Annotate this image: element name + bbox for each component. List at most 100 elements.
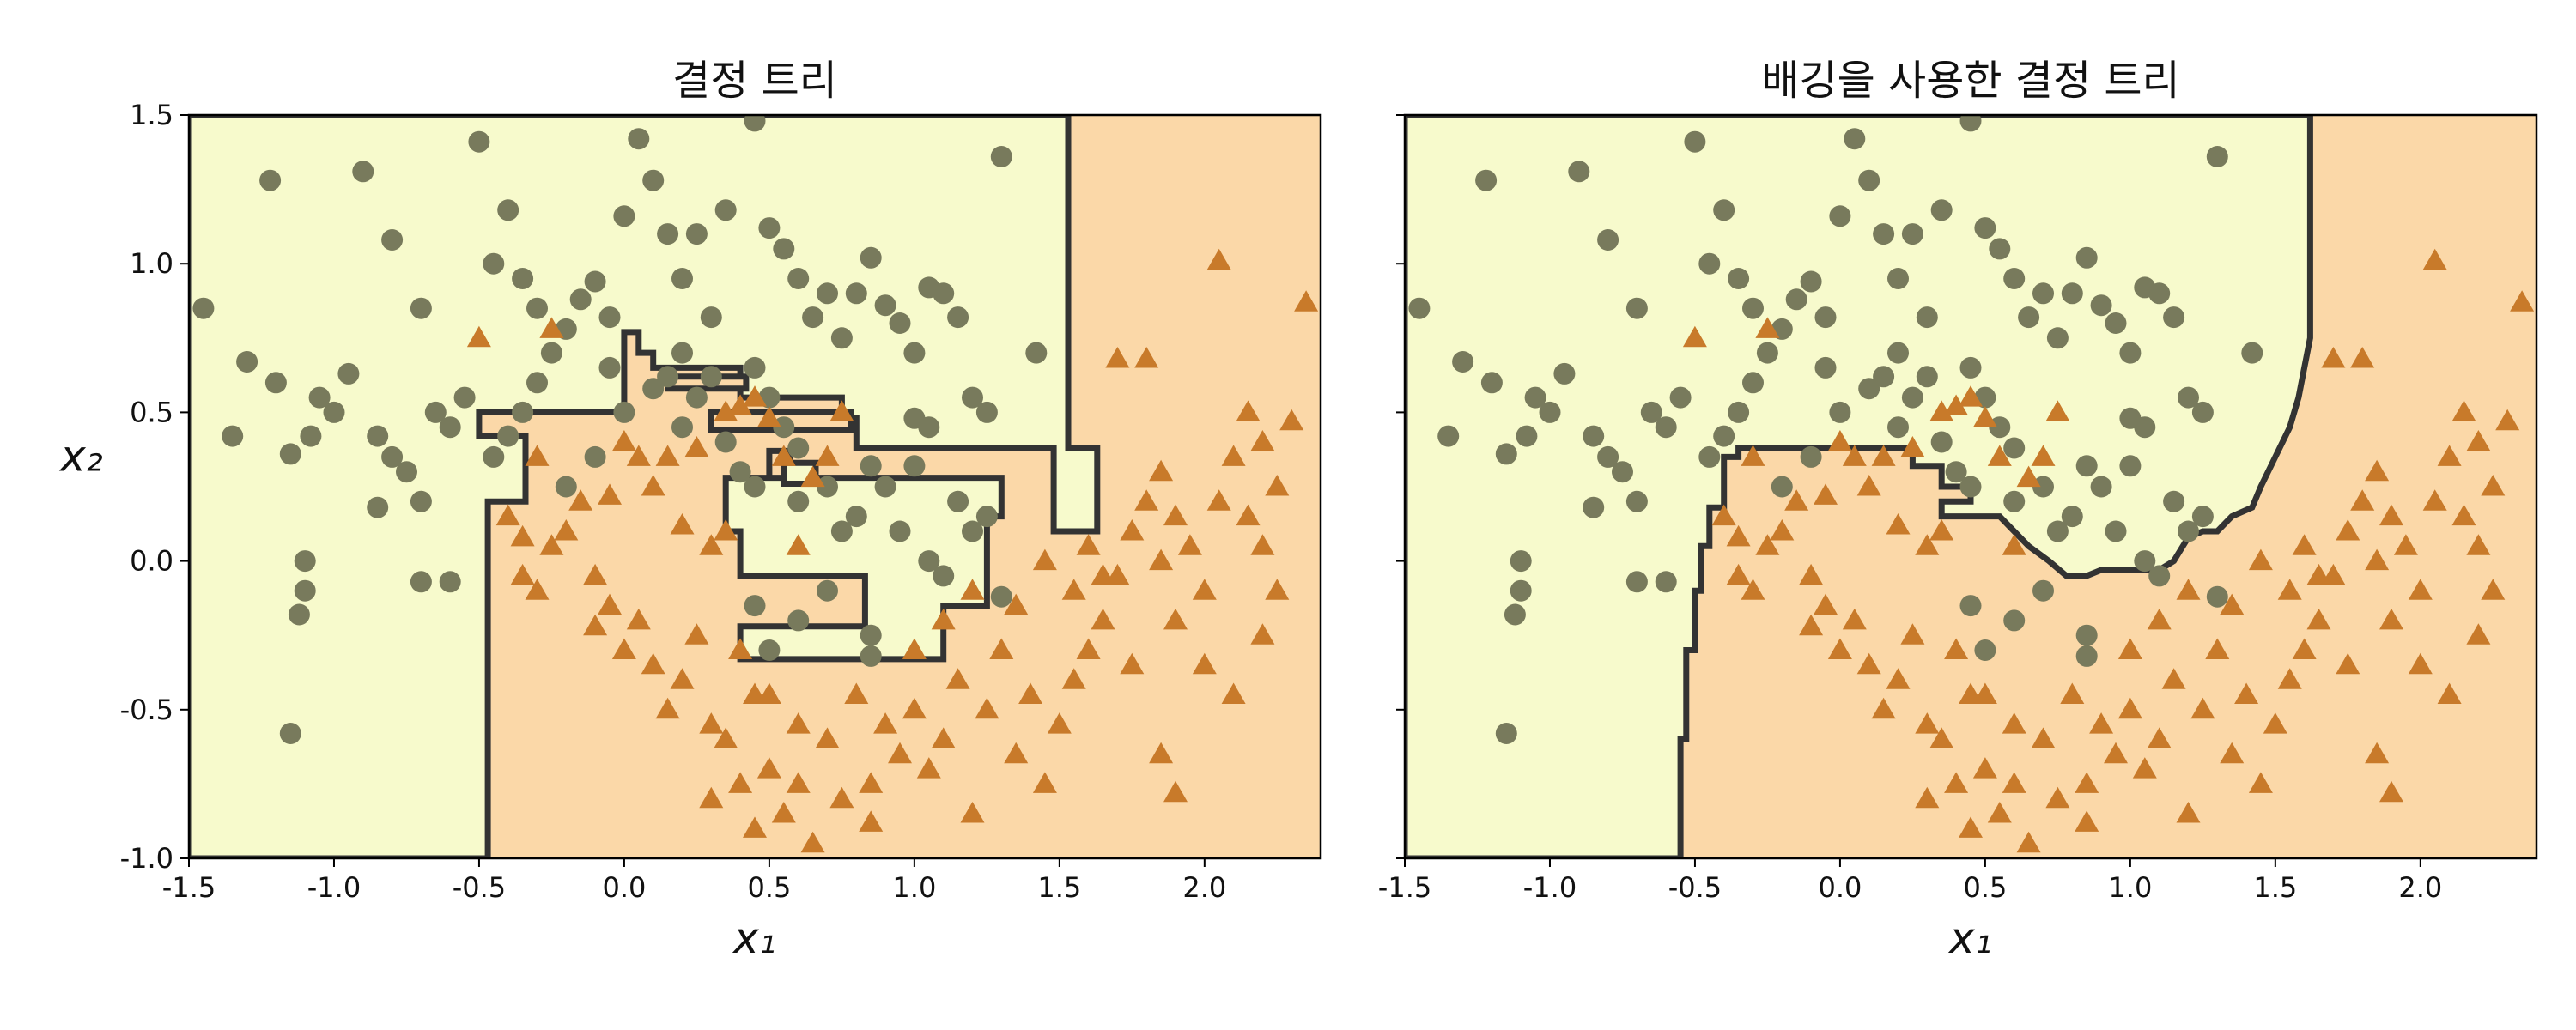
data-point-triangle [1827,430,1852,451]
x-tick-label: -0.5 [453,871,506,904]
data-point-triangle [655,445,680,466]
x-tick-label: 2.0 [2398,871,2442,904]
data-point-circle [933,282,955,305]
data-point-triangle [756,757,781,779]
data-point-triangle [1944,772,1969,793]
data-point-circle [1516,425,1538,447]
data-point-circle [817,579,838,602]
data-point-triangle [2437,445,2462,466]
data-point-triangle [2437,682,2462,704]
data-point-triangle [975,697,999,719]
data-point-triangle [641,652,665,675]
data-point-circle [2003,490,2026,512]
data-point-circle [1829,401,1851,423]
data-point-triangle [2075,772,2099,793]
data-point-triangle [859,810,884,832]
data-point-circle [308,386,331,409]
data-point-circle [947,306,969,329]
data-point-circle [1887,416,1909,439]
data-point-triangle [525,445,550,466]
data-point-circle [918,416,940,439]
data-point-triangle [2132,757,2157,779]
data-point-triangle [844,682,869,704]
data-point-circle [990,146,1012,167]
data-point-circle [1930,431,1953,453]
data-point-triangle [525,579,550,600]
data-point-circle [1684,130,1706,153]
data-point-triangle [611,430,636,451]
data-point-triangle [960,579,985,600]
data-point-triangle [743,816,767,838]
data-point-circle [830,327,853,349]
data-point-circle [1698,252,1721,275]
data-point-circle [1597,445,1619,468]
data-point-circle [860,624,882,646]
data-point-triangle [2190,697,2215,719]
data-point-triangle [1929,400,1954,421]
data-point-triangle [539,534,564,555]
data-point-circle [569,288,592,311]
data-point-triangle [2031,727,2056,748]
plot-area [1405,115,2537,858]
data-point-circle [512,401,534,423]
data-point-circle [2206,585,2228,608]
data-point-circle [671,416,693,439]
data-point-triangle [1221,682,1246,704]
data-point-triangle [2075,810,2099,832]
data-point-triangle [989,638,1014,659]
data-point-circle [1583,425,1605,447]
x-tick-label: 0.5 [747,871,791,904]
data-point-circle [264,372,287,394]
data-point-circle [1959,595,1982,617]
data-point-triangle [510,524,535,547]
data-point-triangle [756,406,781,427]
data-point-triangle [2481,579,2506,600]
data-point-triangle [1929,727,1954,748]
data-point-circle [1495,723,1517,744]
data-point-circle [990,585,1012,608]
data-point-triangle [800,831,825,853]
data-point-circle [700,366,722,388]
data-point-circle [1974,217,1996,239]
data-point-circle [598,306,621,329]
data-point-triangle [1814,483,1838,505]
data-point-triangle [1814,593,1838,615]
data-point-triangle [2350,347,2375,368]
data-point-circle [962,520,983,542]
data-point-triangle [1972,406,1997,427]
data-point-circle [1858,169,1880,191]
data-point-triangle [2451,504,2476,526]
data-point-triangle [2495,409,2520,431]
data-point-triangle [1900,436,1925,457]
data-point-triangle [931,608,956,630]
data-point-circle [962,386,983,409]
data-point-triangle [466,325,491,348]
data-point-triangle [2466,534,2491,555]
data-point-circle [1800,270,1822,293]
data-point-triangle [611,638,636,659]
data-point-triangle [1032,548,1057,571]
data-point-triangle [1799,563,1824,585]
data-point-triangle [2147,608,2172,630]
data-point-circle [1597,229,1619,251]
data-point-triangle [2422,248,2447,270]
data-point-circle [860,246,882,269]
data-point-triangle [568,489,593,511]
data-point-triangle [2365,548,2390,571]
data-point-circle [773,416,795,439]
data-point-circle [1800,445,1822,468]
data-point-triangle [1915,786,1940,809]
data-point-triangle [1120,519,1145,541]
data-point-triangle [1827,638,1852,659]
data-point-triangle [1004,742,1029,764]
axes-frame [187,113,1322,860]
data-point-triangle [2248,772,2273,793]
data-point-circle [1959,476,1982,498]
data-point-circle [2119,342,2142,364]
data-point-circle [657,366,679,388]
data-point-circle [323,401,345,423]
data-point-circle [453,386,476,409]
data-point-circle [2163,306,2185,329]
data-point-circle [1437,425,1460,447]
x-tick-label: -1.0 [1523,871,1577,904]
